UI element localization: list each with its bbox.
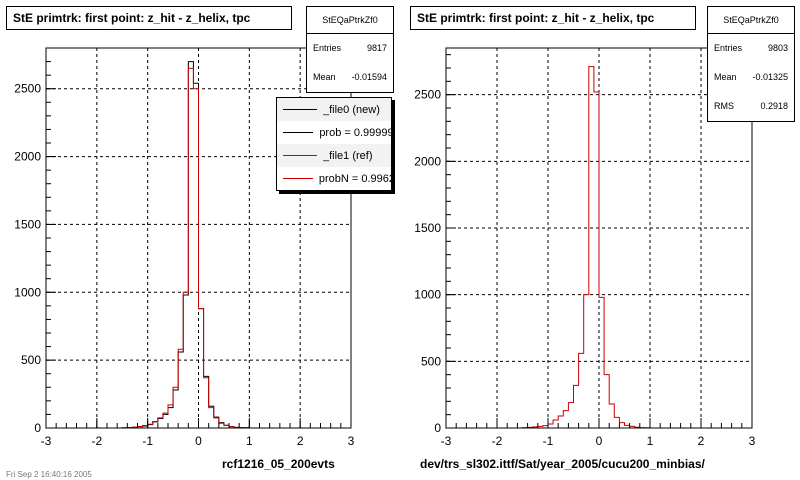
histogram-bin — [614, 417, 619, 428]
left-title: StE primtrk: first point: z_hit - z_heli… — [6, 6, 292, 30]
legend-entry-probn: probN = 0.99625 — [277, 167, 391, 190]
right-histogram: -3 -2 -1 0 1 2 3 500 1000 1500 2000 2500 0 — [414, 47, 756, 448]
histogram-bin — [599, 297, 604, 428]
left-mean-label: Mean — [313, 72, 336, 82]
histogram-bin — [589, 67, 594, 428]
histogram-bin — [173, 387, 178, 428]
x-tick-label: -1 — [142, 434, 153, 448]
left-stats-box: StEQaPtrkZf0 Entries 9817 Mean -0.01594 — [306, 6, 394, 93]
histogram-bin — [584, 295, 589, 428]
legend-label-prob: prob = 0.999994 — [319, 126, 391, 139]
right-stats-name: StEQaPtrkZf0 — [708, 7, 794, 34]
histogram-bin — [604, 375, 609, 428]
legend-line-prob — [283, 132, 314, 133]
y-tick-label: 2000 — [414, 154, 441, 168]
histogram-bin — [178, 349, 183, 428]
histogram-bin — [579, 353, 584, 428]
histogram-series-1-0 — [446, 66, 752, 429]
histogram-bin — [204, 378, 209, 428]
right-stats-entries-row: Entries 9803 — [708, 34, 794, 63]
right-rms-label: RMS — [714, 101, 734, 111]
histogram-bin — [553, 420, 558, 428]
left-stats-entries-row: Entries 9817 — [307, 34, 393, 63]
timestamp-note: Fri Sep 2 16:40:16 2005 — [6, 470, 92, 479]
histogram-bin — [148, 424, 153, 428]
histogram-bin — [558, 416, 563, 428]
x-tick-label: 0 — [596, 434, 603, 448]
legend-entry-file0: _file0 (new) — [277, 98, 391, 121]
right-pad: StE primtrk: first point: z_hit - z_heli… — [400, 0, 800, 480]
histogram-bin — [619, 423, 624, 428]
y-tick-label: 1000 — [14, 285, 41, 299]
right-title: StE primtrk: first point: z_hit - z_heli… — [410, 6, 696, 30]
left-histogram: -3 -2 -1 0 1 2 3 500 1000 1500 2000 2500 0 — [14, 47, 355, 448]
y-tick-label: 2500 — [14, 82, 41, 96]
legend-line-probn — [283, 178, 313, 179]
x-tick-label: 2 — [698, 434, 705, 448]
histogram-bin — [594, 92, 599, 428]
legend-label-file0: _file0 (new) — [323, 103, 380, 116]
legend-entry-prob: prob = 0.999994 — [277, 121, 391, 144]
histogram-bin — [188, 68, 193, 428]
histogram-bin — [214, 418, 219, 428]
left-pad: StE primtrk: first point: z_hit - z_heli… — [6, 6, 394, 471]
histogram-bin — [183, 292, 188, 428]
left-mean-value: -0.01594 — [351, 72, 387, 82]
x-tick-label: 1 — [246, 434, 253, 448]
x-tick-label: -3 — [41, 434, 52, 448]
histogram-bin — [153, 421, 158, 428]
left-stats-name: StEQaPtrkZf0 — [307, 7, 393, 34]
right-entries-label: Entries — [714, 43, 743, 53]
right-entries-value: 9803 — [767, 43, 788, 53]
right-mean-value: -0.01325 — [752, 72, 788, 82]
right-rms-value: 0.2918 — [760, 101, 788, 111]
x-tick-label: 2 — [297, 434, 304, 448]
legend-line-file1 — [283, 155, 317, 156]
x-tick-label: -2 — [492, 434, 503, 448]
x-tick-label: -2 — [91, 434, 102, 448]
left-entries-label: Entries — [313, 43, 342, 53]
legend-line-file0 — [283, 109, 317, 110]
x-tick-label: 3 — [749, 434, 756, 448]
y-tick-label: 2000 — [14, 150, 41, 164]
legend-box: _file0 (new) prob = 0.999994 _file1 (ref… — [276, 97, 392, 191]
histogram-bin — [158, 418, 163, 428]
histogram-bin — [568, 403, 573, 428]
x-tick-label: -3 — [441, 434, 452, 448]
legend-entry-file1: _file1 (ref) — [277, 144, 391, 167]
y-tick-label: 0 — [434, 421, 441, 435]
histogram-bin — [548, 424, 553, 428]
right-stats-box: StEQaPtrkZf0 Entries 9803 Mean -0.01325 … — [707, 6, 795, 122]
right-stats-mean-row: Mean -0.01325 — [708, 63, 794, 92]
legend-label-probn: probN = 0.99625 — [318, 172, 391, 185]
x-tick-label: 1 — [647, 434, 654, 448]
histogram-bin — [193, 89, 198, 428]
y-tick-label: 0 — [34, 421, 41, 435]
x-tick-label: -1 — [543, 434, 554, 448]
left-entries-value: 9817 — [366, 43, 387, 53]
x-tick-label: 0 — [195, 434, 202, 448]
y-tick-label: 500 — [21, 353, 41, 367]
histogram-bin — [574, 385, 579, 428]
y-tick-label: 1500 — [14, 217, 41, 231]
histogram-series-0-1 — [46, 67, 351, 429]
right-mean-label: Mean — [714, 72, 737, 82]
left-stats-mean-row: Mean -0.01594 — [307, 63, 393, 92]
y-tick-label: 2500 — [414, 88, 441, 102]
right-footer-path: dev/trs_sl302.ittf/Sat/year_2005/cucu200… — [420, 457, 705, 471]
x-tick-label: 3 — [348, 434, 355, 448]
histogram-bin — [219, 423, 224, 428]
legend-label-file1: _file1 (ref) — [323, 149, 373, 162]
left-footer-dataset: rcf1216_05_200evts — [222, 457, 335, 471]
histogram-bin — [163, 413, 168, 428]
y-tick-label: 500 — [421, 354, 441, 368]
histogram-bin — [609, 404, 614, 428]
histogram-bin — [563, 411, 568, 428]
histogram-bin — [168, 405, 173, 428]
histogram-bin — [199, 309, 204, 428]
y-tick-label: 1000 — [414, 288, 441, 302]
histogram-bin — [209, 408, 214, 428]
y-tick-label: 1500 — [414, 221, 441, 235]
right-stats-rms-row: RMS 0.2918 — [708, 92, 794, 121]
